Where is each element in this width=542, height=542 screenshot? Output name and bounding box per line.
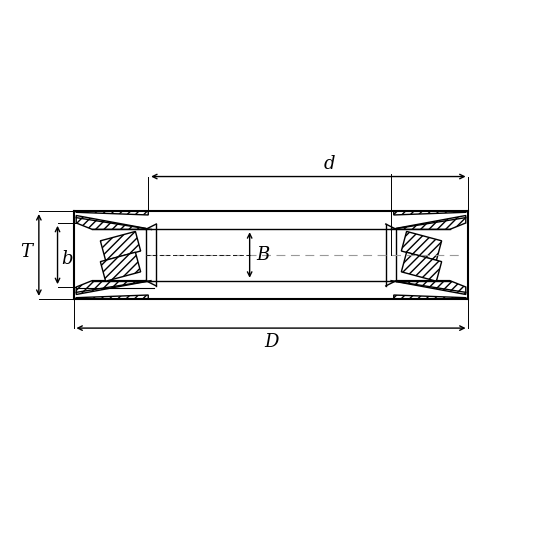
Polygon shape xyxy=(76,281,146,294)
Polygon shape xyxy=(76,216,146,229)
Polygon shape xyxy=(396,281,466,294)
Polygon shape xyxy=(401,252,442,281)
Text: d: d xyxy=(324,155,335,173)
Polygon shape xyxy=(76,211,149,215)
Polygon shape xyxy=(396,216,466,229)
Polygon shape xyxy=(76,295,149,299)
Polygon shape xyxy=(401,231,442,260)
Text: D: D xyxy=(264,333,278,351)
Text: T: T xyxy=(21,243,33,261)
Text: b: b xyxy=(61,250,73,268)
Text: B: B xyxy=(256,246,269,264)
Polygon shape xyxy=(393,211,466,215)
Polygon shape xyxy=(100,252,141,281)
Polygon shape xyxy=(393,295,466,299)
Polygon shape xyxy=(100,231,141,260)
